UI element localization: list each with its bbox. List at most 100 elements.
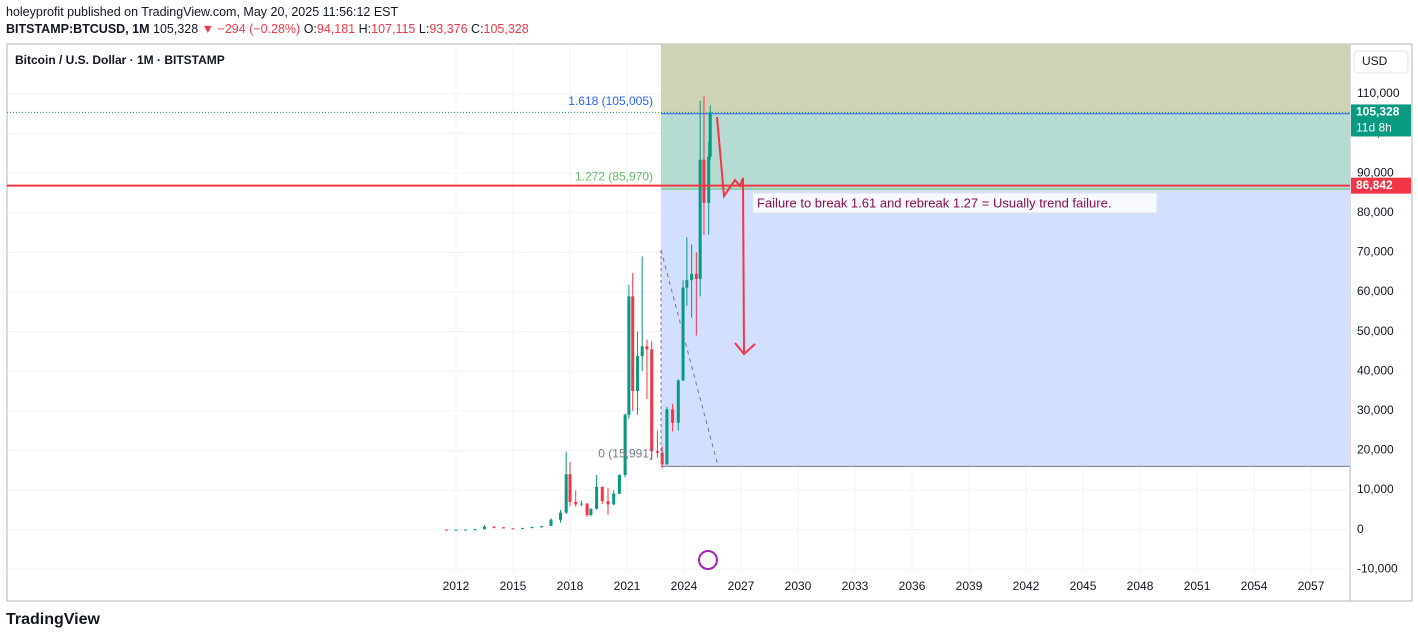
indicator-icon xyxy=(698,550,718,570)
x-tick-label: 2012 xyxy=(443,579,470,593)
candle-body xyxy=(627,296,631,415)
x-tick-label: 2057 xyxy=(1298,579,1325,593)
currency-button[interactable] xyxy=(1353,50,1409,74)
x-tick-label: 2039 xyxy=(956,579,983,593)
candle-body xyxy=(549,519,553,526)
x-tick-label: 2048 xyxy=(1127,579,1154,593)
candle-body xyxy=(595,486,599,509)
fib-zone xyxy=(661,44,1350,114)
candle-body xyxy=(685,280,689,288)
x-tick-label: 2042 xyxy=(1013,579,1040,593)
candle-body xyxy=(635,356,639,392)
fib-label: 1.272 (85,970) xyxy=(575,169,653,183)
candle-body xyxy=(660,452,664,465)
currency: USD xyxy=(1362,54,1388,68)
x-tick-label: 2021 xyxy=(614,579,641,593)
candle-body xyxy=(612,493,616,505)
dash-diagonal xyxy=(660,249,719,467)
ohlc-value: 93,376 xyxy=(429,22,468,36)
candle-body xyxy=(501,527,505,529)
candle-body xyxy=(681,287,685,381)
brand: TradingView xyxy=(6,611,101,628)
ohlc: O:94,181 H:107,115 L:93,376 C:105,328 xyxy=(304,22,529,36)
candle-body xyxy=(665,409,669,465)
ohlc-key: H: xyxy=(358,22,372,36)
x-tick-label: 2045 xyxy=(1070,579,1097,593)
candle-body xyxy=(585,503,589,516)
candle-body xyxy=(676,380,680,423)
y-tick-label: 90,000 xyxy=(1357,165,1394,179)
y-tick-label: 40,000 xyxy=(1357,363,1394,377)
symbol: BITSTAMP:BTCUSD, 1M xyxy=(6,22,150,36)
candle-body xyxy=(463,529,467,531)
candle-body xyxy=(511,528,515,530)
candle-body xyxy=(473,529,477,531)
candle-body xyxy=(589,508,593,516)
candle-body xyxy=(482,526,486,530)
countdown: 11d 8h xyxy=(1356,121,1392,135)
publisher: holeyprofit published on TradingView.com… xyxy=(6,5,399,19)
price-tag xyxy=(1351,104,1411,137)
candle-body xyxy=(559,512,563,520)
candle-body xyxy=(694,273,698,279)
x-tick-label: 2033 xyxy=(842,579,869,593)
y-tick-label: 10,000 xyxy=(1357,482,1394,496)
candle-body xyxy=(650,349,654,452)
arrow-path xyxy=(716,116,756,356)
x-tick-label: 2024 xyxy=(671,579,698,593)
fib-zone xyxy=(661,189,1350,467)
candle-body xyxy=(454,529,458,531)
candle-body xyxy=(574,501,578,505)
ohlc-value: 105,328 xyxy=(483,22,529,36)
candle-body xyxy=(564,474,568,513)
candle-body xyxy=(617,475,621,494)
candle-body xyxy=(623,414,627,476)
candle-body xyxy=(492,526,496,528)
y-tick-label: -10,000 xyxy=(1357,561,1398,575)
quote-line: BITSTAMP:BTCUSD, 1M 105,328 ▼ −294 (−0.2… xyxy=(6,21,529,38)
x-tick-label: 2054 xyxy=(1241,579,1268,593)
change: ▼ −294 (−0.28%) xyxy=(201,22,301,36)
fib-zone xyxy=(661,113,1350,190)
ohlc-key: C: xyxy=(471,22,484,36)
candle-body xyxy=(444,529,448,531)
y-tick-label: 60,000 xyxy=(1357,284,1394,298)
candle-body xyxy=(579,503,583,505)
ohlc-value: 107,115 xyxy=(371,22,416,36)
price: 105,328 xyxy=(153,22,199,36)
price-tag-label: 86,842 xyxy=(1356,178,1393,192)
candle-body xyxy=(521,527,525,529)
candle-body xyxy=(631,296,635,392)
candle-body xyxy=(671,409,675,423)
chart-title: Bitcoin / U.S. Dollar · 1M · BITSTAMP xyxy=(15,53,225,67)
ohlc-key: L: xyxy=(418,22,430,36)
candle-body xyxy=(530,526,534,528)
y-tick-label: 50,000 xyxy=(1357,324,1394,338)
candle-body xyxy=(698,159,702,279)
candle-body xyxy=(606,501,610,505)
candle-body xyxy=(568,474,572,502)
y-tick-label: 30,000 xyxy=(1357,403,1394,417)
candle-body xyxy=(655,451,659,453)
candle-body xyxy=(708,112,712,157)
y-tick-label: 70,000 xyxy=(1357,245,1394,259)
y-tick-label: 110,000 xyxy=(1357,86,1400,100)
x-tick-label: 2051 xyxy=(1184,579,1211,593)
header: holeyprofit published on TradingView.com… xyxy=(6,4,529,38)
x-tick-label: 2015 xyxy=(500,579,527,593)
candle-body xyxy=(702,159,706,203)
x-tick-label: 2030 xyxy=(785,579,812,593)
candle-body xyxy=(600,486,604,502)
x-tick-label: 2027 xyxy=(728,579,755,593)
y-tick-label: 80,000 xyxy=(1357,205,1394,219)
y-tick-label: 20,000 xyxy=(1357,443,1394,457)
candle-body xyxy=(540,525,544,527)
annotation-box xyxy=(752,192,1158,214)
annotation: Failure to break 1.61 and rebreak 1.27 =… xyxy=(757,195,1111,210)
ohlc-value: 94,181 xyxy=(316,22,356,36)
y-tick-label: 0 xyxy=(1357,522,1364,536)
x-tick-label: 2018 xyxy=(557,579,584,593)
candle-body xyxy=(645,346,649,350)
